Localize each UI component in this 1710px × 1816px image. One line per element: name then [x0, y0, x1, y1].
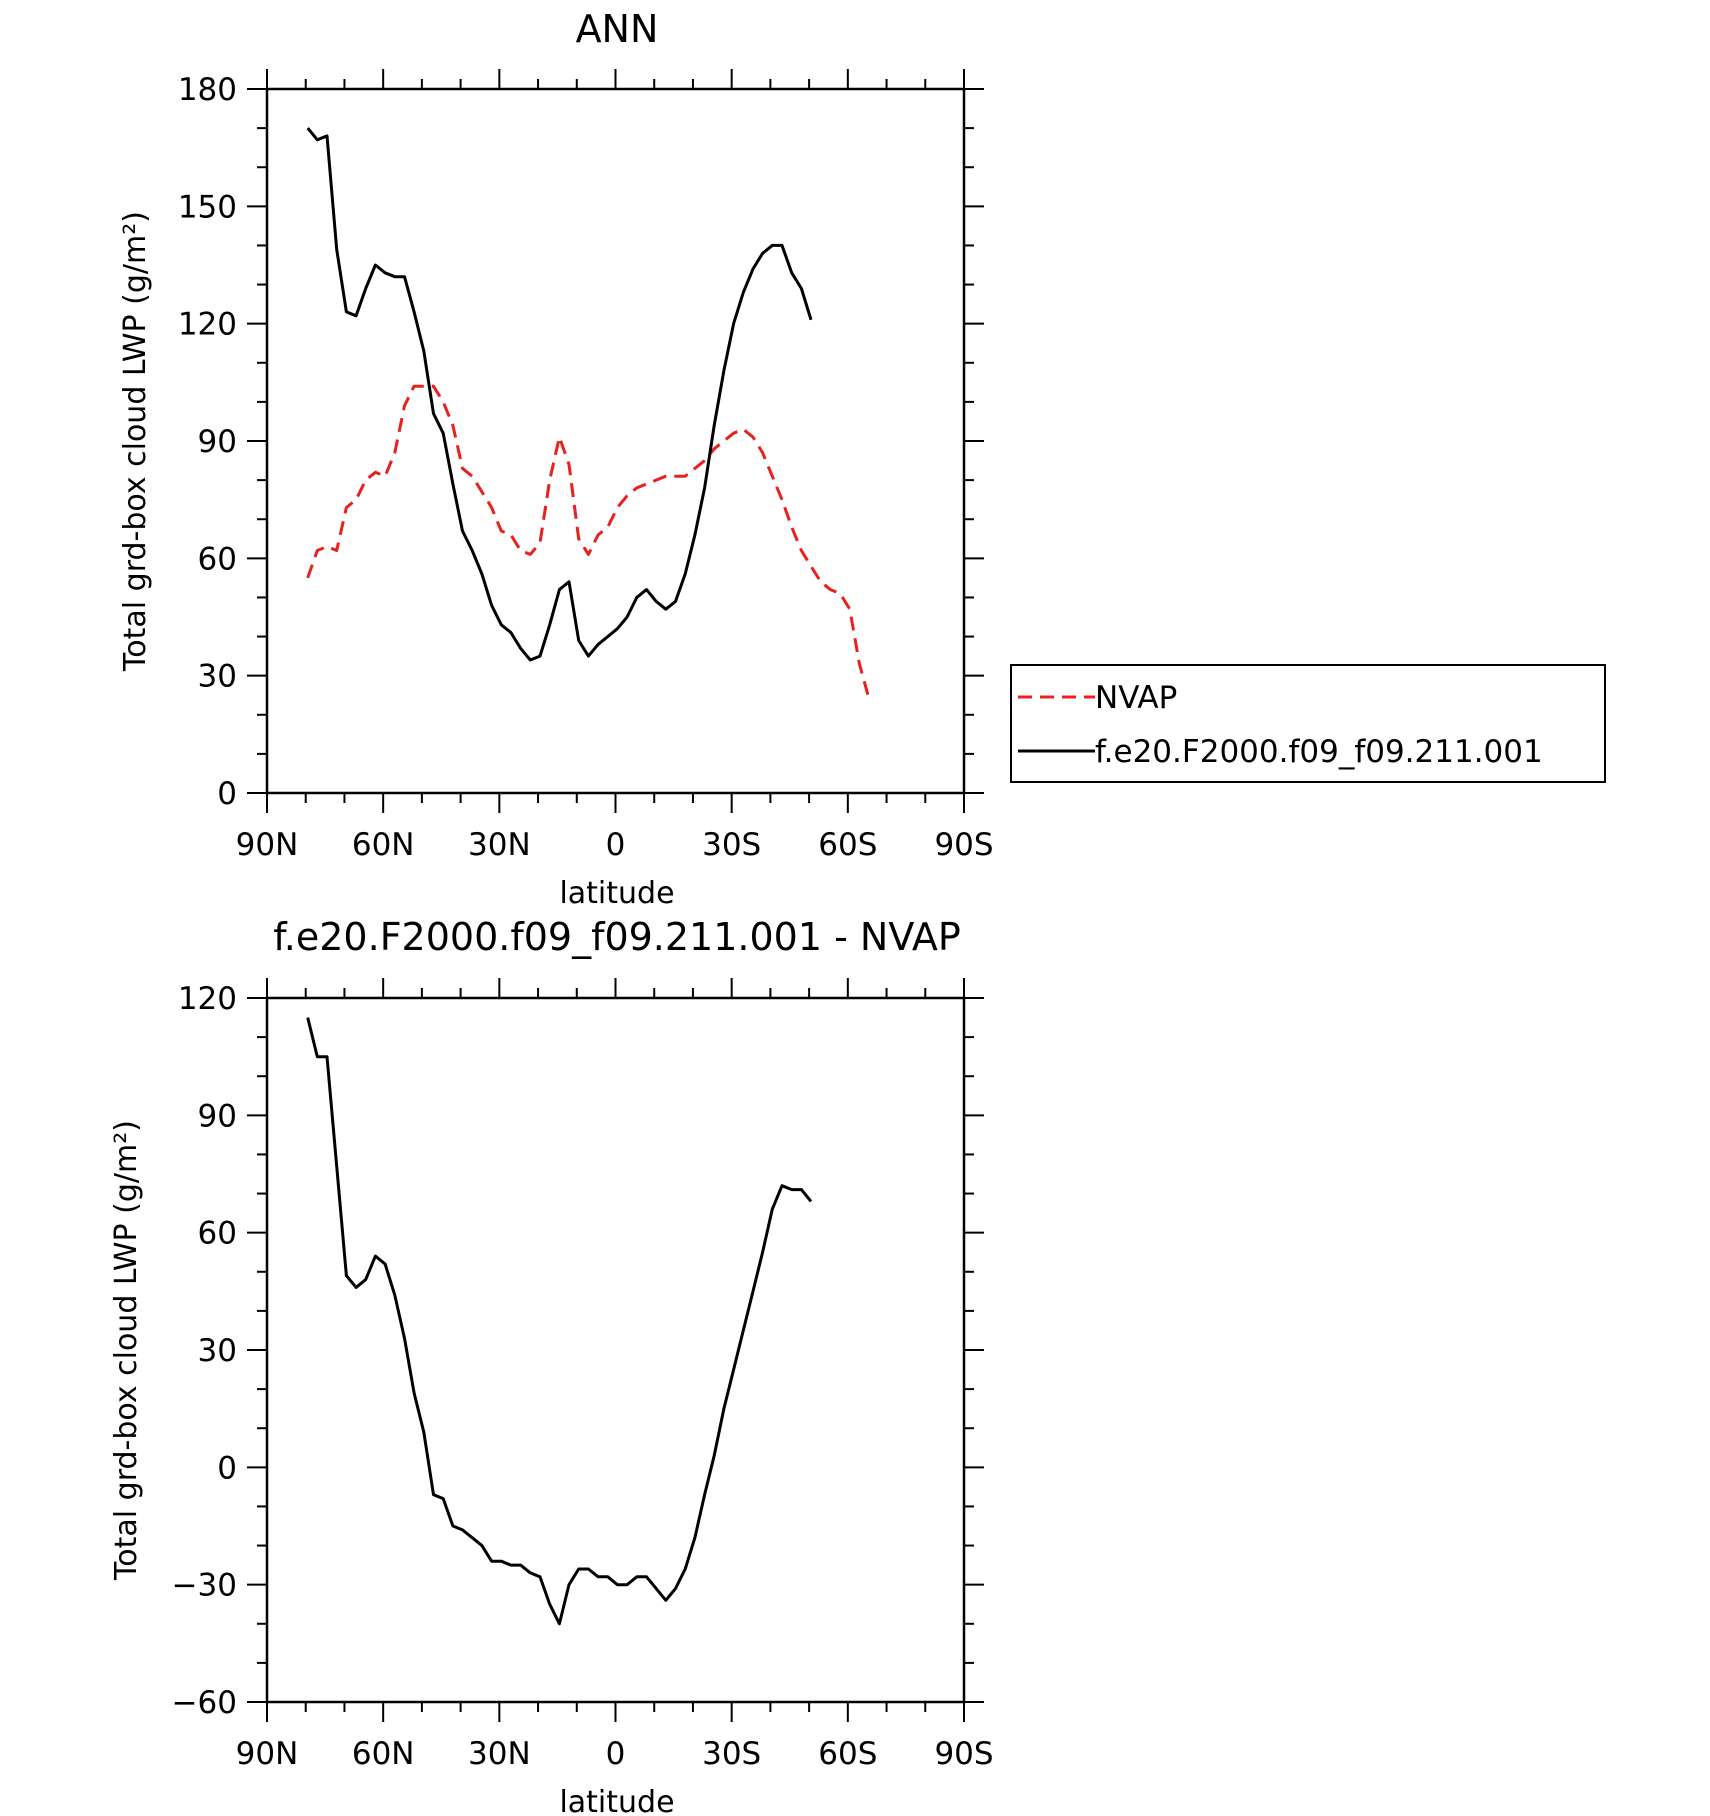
y-tick-label: 150 — [178, 189, 237, 225]
x-tick-label: 60S — [818, 1736, 877, 1772]
series-line-series-0 — [306, 1017, 813, 1626]
x-tick-label: 30S — [702, 827, 761, 863]
y-tick-label: 180 — [178, 72, 237, 108]
y-tick-label: −60 — [172, 1685, 237, 1721]
series-group — [306, 1017, 813, 1626]
x-tick-label: 60N — [352, 1736, 415, 1772]
series-group — [306, 127, 871, 700]
tick-marks — [247, 978, 984, 1722]
chart-panel-bottom: f.e20.F2000.f09_f09.211.001 - NVAP −60 −3… — [109, 915, 994, 1816]
y-axis-title: Total grd-box cloud LWP (g/m²) — [109, 1120, 144, 1581]
plot-frame — [265, 87, 966, 795]
x-tick-label: 90S — [934, 827, 993, 863]
x-tick-label: 90N — [236, 827, 299, 863]
x-tick-label: 90S — [934, 1736, 993, 1772]
legend: NVAP f.e20.F2000.f09_f09.211.001 — [1010, 664, 1606, 783]
y-tick-label: 120 — [178, 981, 237, 1017]
x-tick-label: 60N — [352, 827, 415, 863]
chart-title: ANN — [576, 7, 659, 51]
legend-label-model: f.e20.F2000.f09_f09.211.001 — [1095, 734, 1543, 770]
x-tick-label: 0 — [606, 827, 626, 863]
x-tick-labels: 90N 60N 30N 0 30S 60S 90S — [236, 827, 994, 863]
y-tick-label: 0 — [217, 776, 237, 812]
x-tick-label: 90N — [236, 1736, 299, 1772]
legend-box — [1010, 664, 1606, 783]
y-tick-label: 60 — [198, 1216, 237, 1252]
x-axis-title: latitude — [559, 1785, 674, 1816]
chart-panel-top: ANN 0 30 60 90 120 150 180 90N 60N 30N 0 30S 60S 90S… — [118, 7, 1606, 911]
y-tick-label: 60 — [198, 541, 237, 577]
chart-title: f.e20.F2000.f09_f09.211.001 - NVAP — [273, 915, 961, 959]
tick-marks — [247, 69, 984, 813]
x-tick-labels: 90N 60N 30N 0 30S 60S 90S — [236, 1736, 994, 1772]
x-tick-label: 30N — [468, 1736, 531, 1772]
series-line-f-e20-f2000-f09-f09-211-001 — [306, 127, 813, 662]
y-axis-title: Total grd-box cloud LWP (g/m²) — [118, 211, 153, 672]
y-tick-label: 90 — [198, 424, 237, 460]
legend-label-nvap: NVAP — [1095, 680, 1177, 716]
y-tick-label: 30 — [198, 659, 237, 695]
x-tick-label: 60S — [818, 827, 877, 863]
y-tick-labels: 0 30 60 90 120 150 180 — [178, 72, 237, 812]
y-tick-label: 0 — [217, 1450, 237, 1486]
x-axis-title: latitude — [559, 876, 674, 911]
y-tick-label: 90 — [198, 1098, 237, 1134]
series-line-nvap — [306, 384, 871, 700]
y-tick-label: 30 — [198, 1333, 237, 1369]
y-tick-labels: −60 −30 0 30 60 90 120 — [172, 981, 237, 1721]
x-tick-label: 30S — [702, 1736, 761, 1772]
y-tick-label: −30 — [172, 1568, 237, 1604]
x-tick-label: 0 — [606, 1736, 626, 1772]
x-tick-label: 30N — [468, 827, 531, 863]
y-tick-label: 120 — [178, 307, 237, 343]
plot-frame — [265, 996, 966, 1704]
